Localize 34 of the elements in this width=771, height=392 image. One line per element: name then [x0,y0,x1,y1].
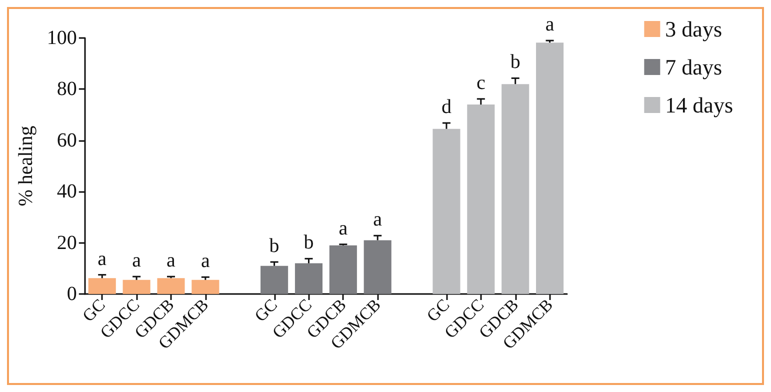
data-label: a [98,248,107,270]
bar [536,42,564,294]
bar [432,128,460,294]
bar [260,266,288,294]
data-label: a [200,250,210,272]
legend-label: 3 days [665,16,722,42]
data-label: a [373,208,382,231]
bar [88,278,116,294]
data-label: a [132,250,142,272]
bar [294,263,323,294]
data-label: c [476,72,486,94]
bar [157,278,185,294]
y-tick-label: 0 [66,283,77,305]
bar [329,245,357,294]
y-axis-title: % healing [15,126,37,206]
bar [192,280,220,294]
legend-label: 7 days [665,54,722,80]
data-label: b [269,235,280,257]
y-tick-label: 20 [56,232,77,254]
y-tick-label: 100 [46,27,77,49]
bar [364,240,392,294]
legend-label: 14 days [665,92,733,118]
data-label: b [510,51,520,74]
bar [502,84,530,294]
bar [467,104,495,294]
data-label: d [441,96,452,118]
bar [122,280,150,294]
data-label: a [545,14,554,36]
data-label: a [166,250,176,272]
data-label: b [304,232,314,254]
y-tick-label: 60 [56,129,77,152]
data-label: a [338,217,348,240]
y-tick-label: 40 [56,180,77,203]
y-tick-label: 80 [56,78,77,100]
